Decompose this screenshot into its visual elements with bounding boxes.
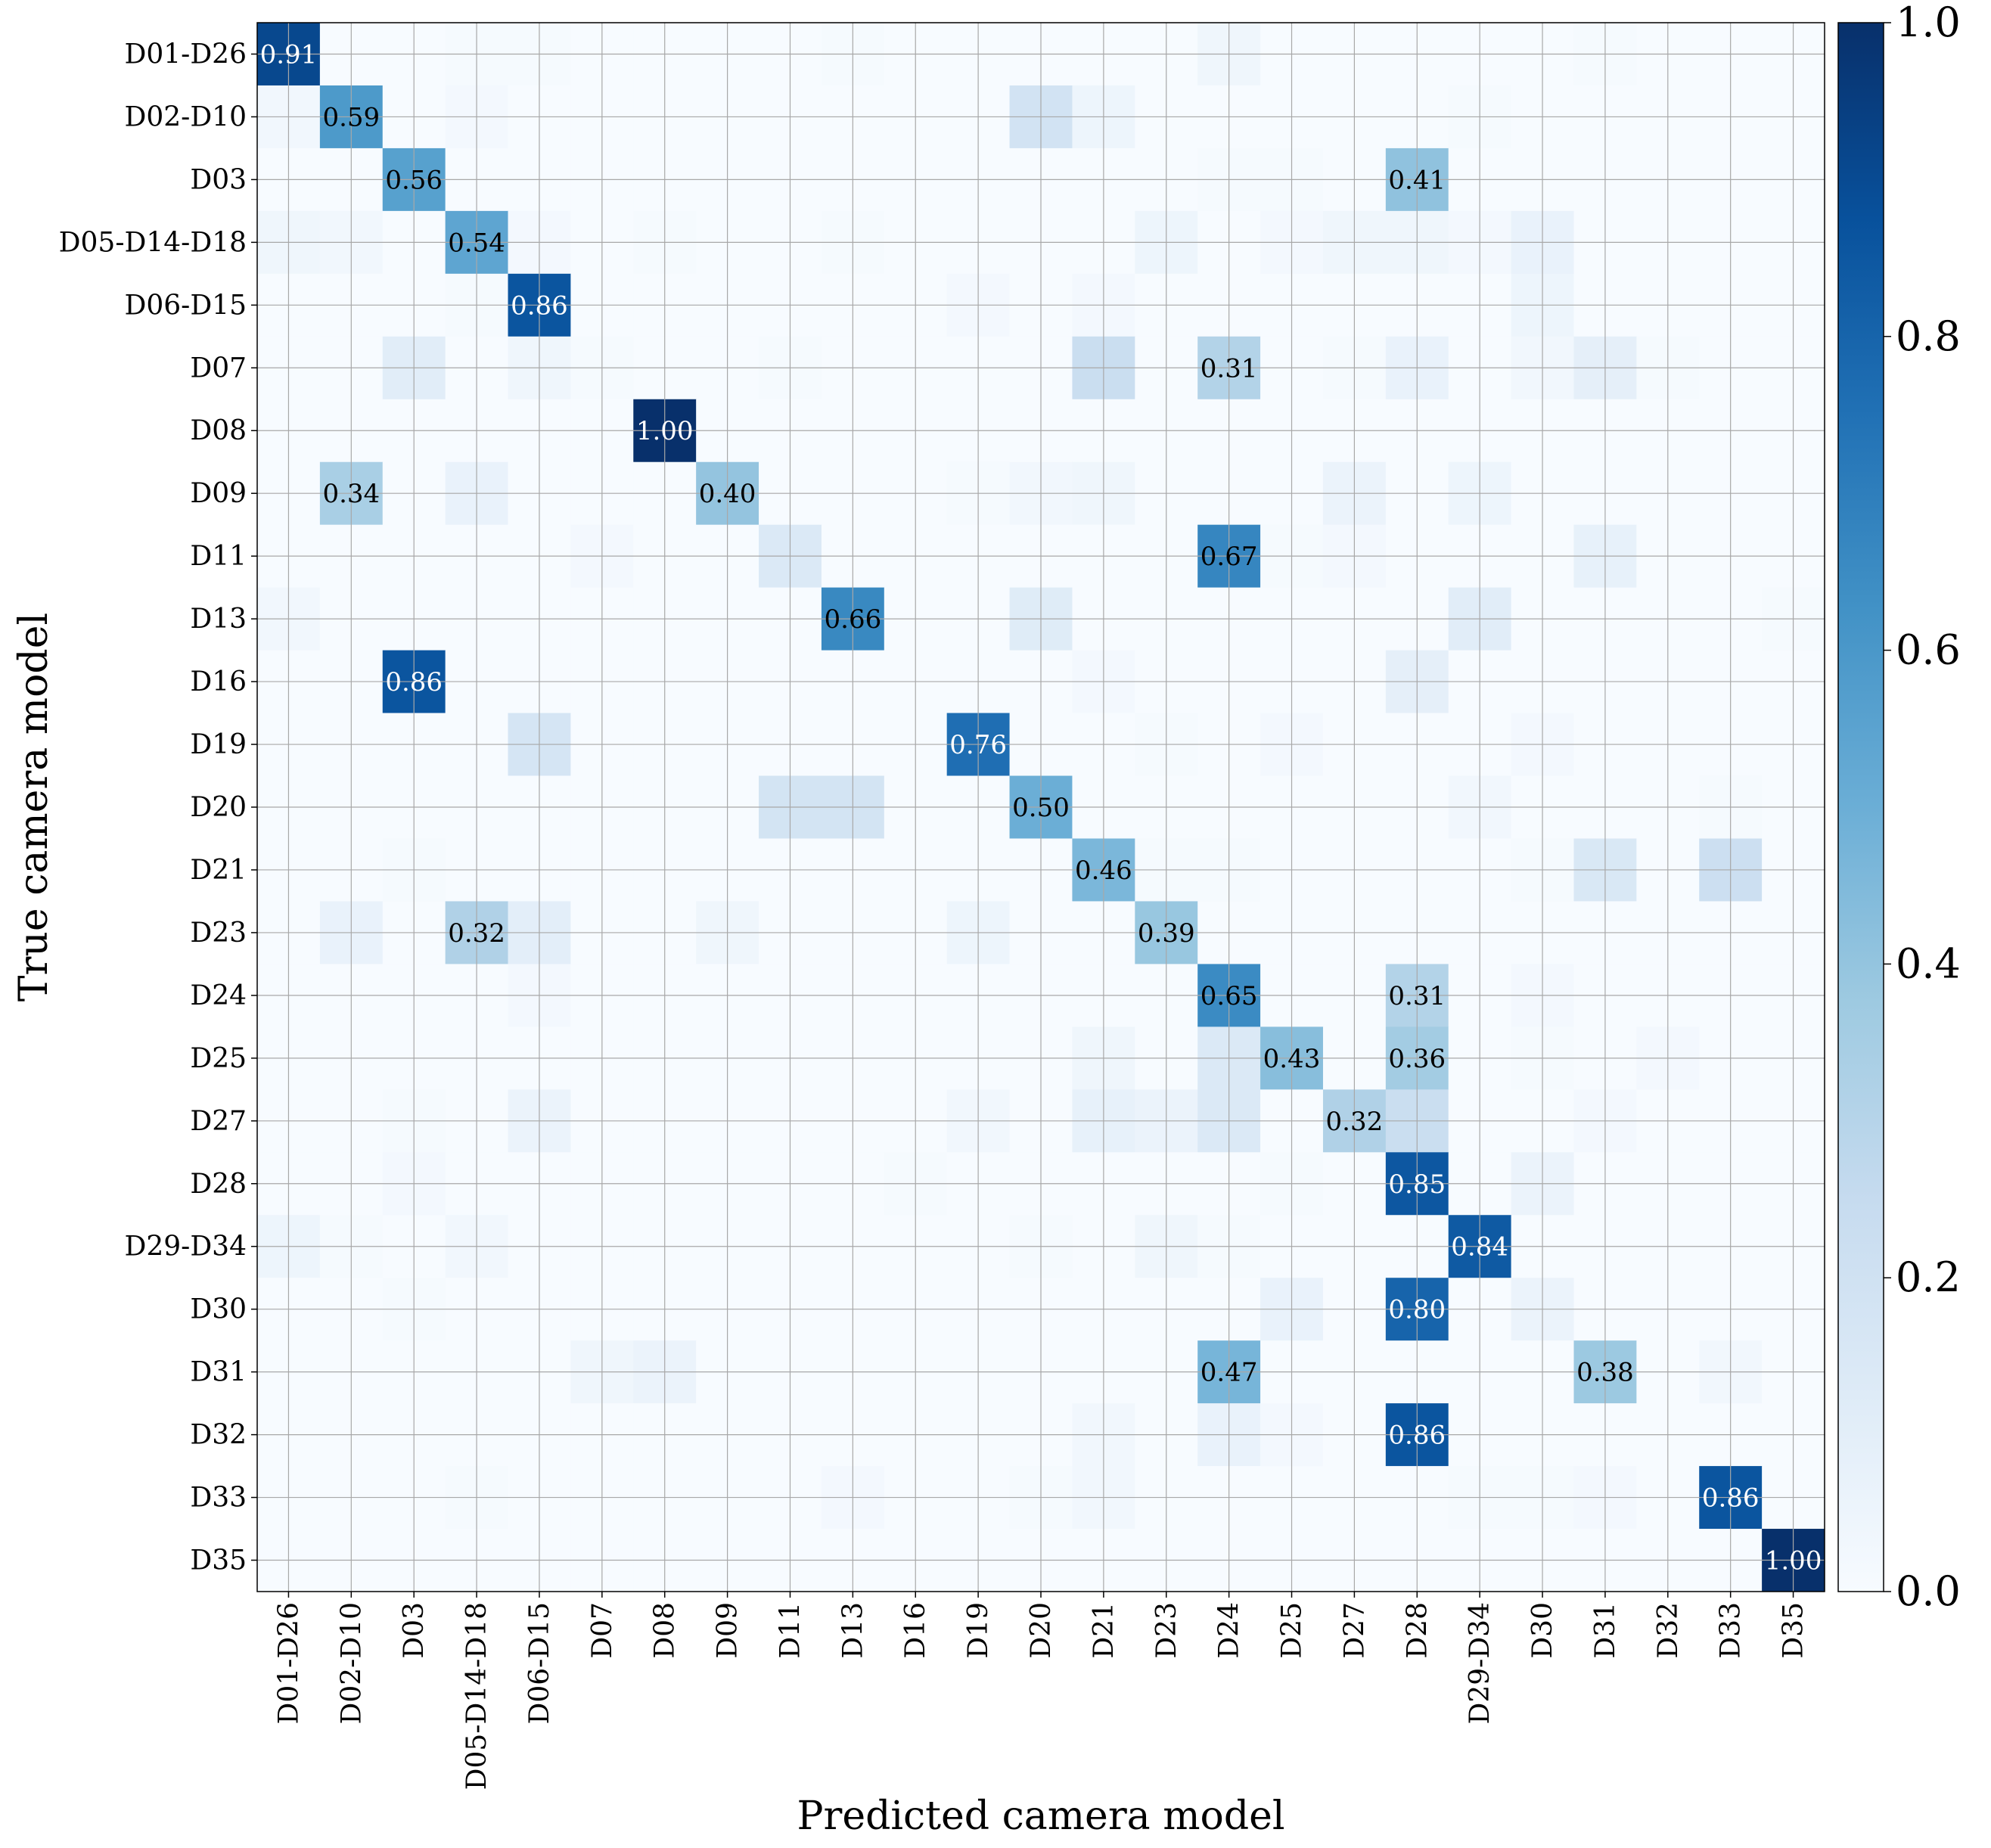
y-tick-label: D31 <box>190 1357 247 1388</box>
y-tick-label: D32 <box>190 1420 247 1451</box>
y-tick-label: D19 <box>190 729 247 760</box>
cell-value-label: 0.41 <box>1388 165 1446 195</box>
y-axis-label: True camera model <box>11 613 57 1002</box>
colorbar-tick-label: 0.0 <box>1896 1567 1961 1615</box>
y-tick-label: D05-D14-D18 <box>59 227 247 258</box>
cell-value-label: 0.66 <box>825 604 882 635</box>
cell-value-label: 0.38 <box>1576 1358 1634 1388</box>
cell-value-label: 0.39 <box>1138 918 1195 949</box>
x-tick-label: D09 <box>713 1602 744 1659</box>
x-tick-label: D03 <box>399 1602 430 1659</box>
x-tick-label: D16 <box>900 1602 931 1659</box>
y-tick-label: D28 <box>190 1169 247 1200</box>
y-tick-label: D13 <box>190 604 247 635</box>
x-tick-label: D21 <box>1089 1602 1120 1659</box>
x-tick-label: D06-D15 <box>524 1602 555 1725</box>
y-tick-label: D02-D10 <box>124 101 247 132</box>
x-tick-label: D19 <box>963 1602 994 1659</box>
x-tick-label: D35 <box>1778 1602 1809 1659</box>
y-tick-label: D20 <box>190 792 247 823</box>
y-tick-label: D23 <box>190 918 247 949</box>
x-tick-label: D31 <box>1590 1602 1621 1659</box>
y-tick-label: D21 <box>190 855 247 886</box>
cell-value-label: 1.00 <box>636 416 694 446</box>
y-tick-label: D30 <box>190 1294 247 1325</box>
x-tick-label: D20 <box>1026 1602 1057 1659</box>
cell-value-label: 0.91 <box>260 39 318 70</box>
cell-value-label: 0.34 <box>322 479 380 509</box>
heatmap-gridlines <box>257 23 1825 1592</box>
cell-value-label: 0.76 <box>949 730 1007 760</box>
y-tick-label: D07 <box>190 353 247 384</box>
cell-value-label: 0.85 <box>1388 1169 1446 1200</box>
cell-value-label: 0.31 <box>1201 353 1258 384</box>
x-tick-label: D32 <box>1653 1602 1684 1659</box>
cell-value-label: 0.56 <box>385 165 443 195</box>
y-tick-label: D25 <box>190 1043 247 1074</box>
x-tick-label: D02-D10 <box>336 1602 367 1725</box>
colorbar-tick-label: 0.8 <box>1896 312 1961 360</box>
y-tick-label: D06-D15 <box>124 290 247 321</box>
y-tick-label: D01-D26 <box>124 39 247 70</box>
y-tick-label: D24 <box>190 980 247 1011</box>
colorbar-tick-label: 0.4 <box>1896 940 1961 987</box>
x-tick-label: D33 <box>1716 1602 1747 1659</box>
cell-value-label: 1.00 <box>1765 1546 1822 1576</box>
y-tick-label: D33 <box>190 1483 247 1514</box>
colorbar <box>1837 22 1884 1592</box>
y-tick-label: D09 <box>190 478 247 509</box>
y-tick-label: D27 <box>190 1106 247 1137</box>
x-tick-label: D29-D34 <box>1465 1602 1496 1725</box>
x-tick-label: D30 <box>1527 1602 1558 1659</box>
cell-value-label: 0.43 <box>1263 1044 1321 1074</box>
colorbar-ticks: 0.0 0.2 0.4 0.6 0.8 1.0 <box>1884 0 1961 1615</box>
cell-value-label: 0.36 <box>1388 1044 1446 1074</box>
cell-value-label: 0.32 <box>1326 1107 1384 1137</box>
x-tick-label: D23 <box>1151 1602 1182 1659</box>
x-tick-label: D28 <box>1402 1602 1433 1659</box>
cell-value-label: 0.65 <box>1201 981 1258 1011</box>
x-tick-label: D01-D26 <box>273 1602 304 1725</box>
cell-value-label: 0.40 <box>699 479 756 509</box>
y-tick-label: D16 <box>190 666 247 697</box>
cell-value-label: 0.84 <box>1451 1232 1508 1263</box>
cell-value-label: 0.86 <box>385 667 443 697</box>
cell-value-label: 0.50 <box>1012 793 1070 823</box>
y-tick-label: D29-D34 <box>124 1231 247 1263</box>
x-axis-ticks: D01-D26 D02-D10 D03 D05-D14-D18 D06-D15 D07 D0… <box>273 1592 1809 1790</box>
cell-value-label: 0.86 <box>1702 1483 1760 1514</box>
x-tick-label: D08 <box>650 1602 681 1659</box>
x-tick-label: D13 <box>837 1602 868 1659</box>
cell-value-label: 0.46 <box>1075 856 1132 886</box>
x-axis-label: Predicted camera model <box>797 1794 1284 1839</box>
x-tick-label: D25 <box>1277 1602 1308 1659</box>
cell-value-label: 0.47 <box>1201 1358 1258 1388</box>
cell-value-label: 0.32 <box>448 918 505 949</box>
x-tick-label: D24 <box>1214 1602 1245 1659</box>
x-tick-label: D27 <box>1339 1602 1370 1659</box>
cell-value-label: 0.86 <box>511 290 568 321</box>
x-tick-label: D11 <box>775 1602 806 1659</box>
cell-value-label: 0.67 <box>1201 542 1258 572</box>
y-tick-label: D35 <box>190 1545 247 1576</box>
x-tick-label: D07 <box>587 1602 618 1659</box>
cell-value-label: 0.59 <box>322 102 380 132</box>
y-tick-label: D03 <box>190 164 247 195</box>
colorbar-tick-label: 0.2 <box>1896 1253 1961 1301</box>
colorbar-tick-label: 1.0 <box>1896 0 1961 46</box>
cell-value-label: 0.31 <box>1388 981 1446 1011</box>
cell-value-label: 0.80 <box>1388 1295 1446 1325</box>
cell-value-label: 0.54 <box>448 228 505 258</box>
y-tick-label: D08 <box>190 415 247 446</box>
y-axis-ticks: D01-D26 D02-D10 D03 D05-D14-D18 D06-D15 D07 D0… <box>59 39 257 1576</box>
x-tick-label: D05-D14-D18 <box>461 1602 492 1790</box>
cell-value-label: 0.86 <box>1388 1421 1446 1451</box>
cell-value-labels: 0.91 0.59 0.56 0.41 0.54 0.86 0.31 1.00 0.34 0.40… <box>260 39 1822 1576</box>
colorbar-tick-label: 0.6 <box>1896 626 1961 674</box>
y-tick-label: D11 <box>190 541 247 572</box>
